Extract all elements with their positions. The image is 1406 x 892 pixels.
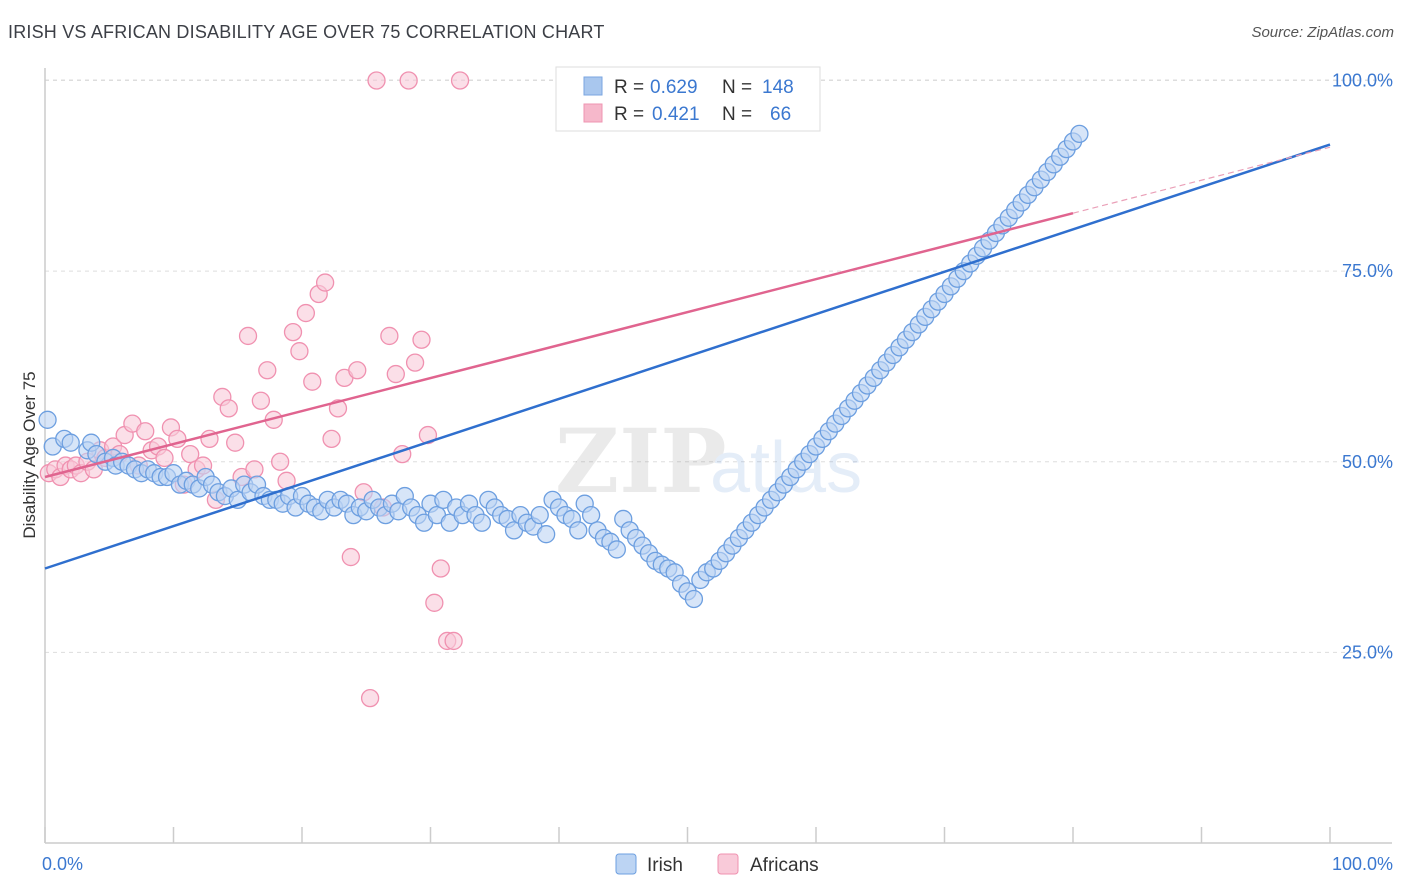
- africans-points: [39, 71, 470, 708]
- y-tick-label: 75.0%: [1342, 261, 1393, 281]
- africans-point: [425, 593, 444, 612]
- irish-point: [61, 433, 80, 452]
- irish-point: [472, 513, 492, 532]
- y-tick-label: 50.0%: [1342, 452, 1393, 472]
- stats-legend: R = 0.629 N = 148 R = 0.421 N = 66: [555, 66, 821, 132]
- africans-point: [367, 71, 386, 90]
- watermark: ZIP atlas: [555, 409, 862, 513]
- irish-point: [581, 505, 601, 525]
- africans-point: [155, 448, 174, 468]
- stats-n-value-africans: 66: [770, 104, 791, 125]
- africans-point: [283, 322, 303, 342]
- africans-point: [315, 273, 335, 292]
- stats-r-label-irish: R =: [614, 77, 644, 98]
- africans-point: [136, 422, 155, 441]
- stats-swatch-irish: [583, 76, 603, 96]
- source-credit: Source: ZipAtlas.com: [1251, 24, 1394, 41]
- legend-swatch-africans: [717, 853, 739, 875]
- africans-point: [322, 429, 341, 449]
- irish-point: [684, 589, 704, 609]
- africans-point: [360, 688, 380, 708]
- africans-trend-line: [44, 211, 1074, 479]
- legend-label-irish: Irish: [647, 855, 683, 876]
- stats-r-label-africans: R =: [614, 104, 644, 125]
- stats-swatch-africans: [583, 103, 603, 123]
- x-tick-label: 100.0%: [1332, 854, 1393, 874]
- africans-point: [245, 460, 264, 479]
- africans-point: [219, 399, 238, 418]
- stats-r-value-irish: 0.629: [650, 77, 698, 98]
- africans-point: [348, 361, 367, 380]
- africans-point: [450, 71, 470, 90]
- africans-point: [386, 364, 405, 384]
- africans-point: [412, 330, 431, 349]
- irish-points: [38, 124, 1089, 609]
- africans-trend-extension: [1072, 146, 1331, 214]
- irish-point: [38, 410, 57, 429]
- stats-n-value-irish: 148: [762, 77, 794, 98]
- africans-point: [431, 559, 450, 578]
- africans-point: [238, 326, 258, 346]
- stats-r-value-africans: 0.421: [652, 104, 700, 125]
- x-tick-label: 0.0%: [42, 854, 83, 874]
- africans-point: [380, 326, 399, 346]
- legend-label-africans: Africans: [750, 855, 819, 876]
- irish-point: [569, 521, 588, 540]
- africans-point: [271, 452, 290, 471]
- irish-point: [530, 505, 549, 525]
- axes: [44, 68, 1392, 844]
- africans-point: [181, 444, 200, 464]
- irish-point: [537, 525, 556, 544]
- stats-n-label-africans: N =: [722, 104, 752, 125]
- africans-point: [290, 342, 309, 361]
- x-tick-labels: 0.0% 100.0%: [42, 854, 1393, 874]
- africans-point: [226, 433, 245, 452]
- africans-point: [251, 391, 271, 410]
- irish-point: [1070, 124, 1089, 144]
- africans-point: [296, 303, 316, 323]
- stats-n-label-irish: N =: [722, 77, 752, 98]
- y-tick-labels: 25.0% 50.0% 75.0% 100.0%: [1332, 71, 1393, 663]
- irish-point: [607, 540, 626, 559]
- watermark-atlas: atlas: [710, 428, 862, 508]
- y-axis-title: Disability Age Over 75: [20, 371, 39, 538]
- africans-point: [418, 425, 438, 445]
- trend-lines: [44, 143, 1331, 570]
- y-tick-label: 100.0%: [1332, 71, 1393, 91]
- y-tick-label: 25.0%: [1342, 642, 1393, 662]
- irish-trend-line: [44, 143, 1331, 570]
- africans-point: [341, 547, 360, 567]
- africans-point: [405, 353, 425, 372]
- chart-title: IRISH VS AFRICAN DISABILITY AGE OVER 75 …: [8, 22, 605, 42]
- legend-swatch-irish: [615, 853, 637, 875]
- africans-point: [399, 71, 418, 90]
- africans-point: [258, 361, 277, 380]
- africans-point: [444, 631, 463, 651]
- bottom-legend: Irish Africans: [615, 853, 819, 876]
- africans-point: [303, 372, 322, 391]
